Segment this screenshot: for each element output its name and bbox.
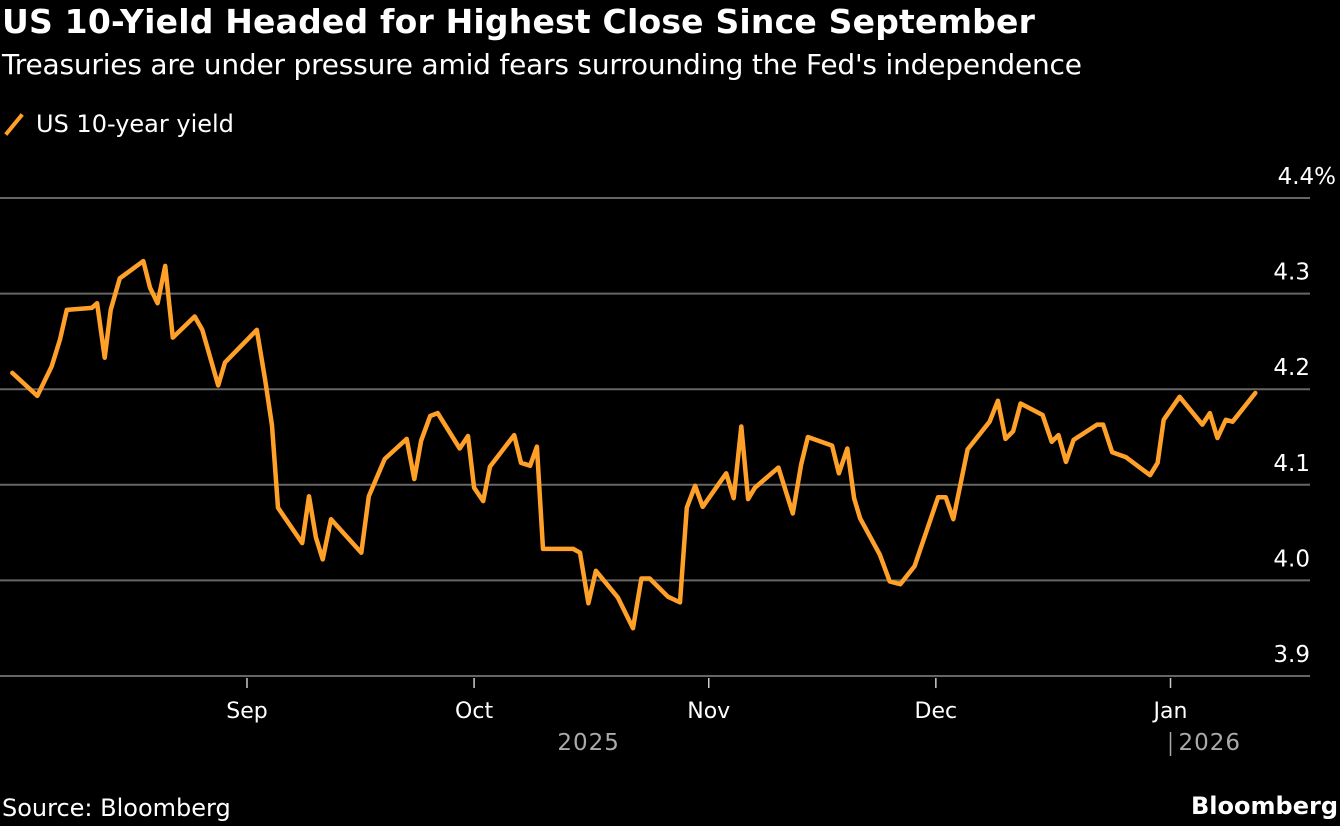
- x-axis-labels: Sep Oct Nov Dec Jan: [226, 678, 1187, 724]
- legend: US 10-year yield: [4, 110, 234, 138]
- y-tick-label: 4.0: [1273, 546, 1310, 572]
- source-note: Source: Bloomberg: [2, 794, 231, 822]
- y-tick-label: 4.3: [1273, 260, 1310, 286]
- x-tick-label: Nov: [687, 699, 730, 724]
- y-axis-labels: 4.4% 4.3 4.2 4.1 4.0 3.9: [1273, 164, 1336, 668]
- y-tick-label: 4.4%: [1278, 164, 1336, 190]
- y-tick-label: 3.9: [1273, 642, 1310, 668]
- series-points: [12, 261, 1255, 628]
- y-tick-label: 4.1: [1273, 451, 1310, 477]
- y-tick-label: 4.2: [1273, 355, 1310, 381]
- year-label: 2025: [557, 730, 620, 756]
- gridlines: [0, 197, 1310, 677]
- year-labels: 2025 2026: [557, 730, 1242, 756]
- legend-line-icon: [4, 112, 26, 136]
- series-line-us-10-year-yield: [10, 258, 1258, 631]
- legend-label: US 10-year yield: [36, 110, 234, 138]
- bloomberg-logo: Bloomberg: [1191, 792, 1338, 820]
- x-tick-label: Dec: [915, 699, 958, 724]
- x-tick-label: Oct: [455, 699, 493, 724]
- chart-subtitle: Treasuries are under pressure amid fears…: [2, 48, 1082, 81]
- year-label: 2026: [1179, 730, 1242, 756]
- x-tick-label: Jan: [1152, 699, 1188, 724]
- x-tick-label: Sep: [226, 699, 267, 724]
- chart-title: US 10-Yield Headed for Highest Close Sin…: [2, 2, 1036, 41]
- chart-plot: 4.4% 4.3 4.2 4.1 4.0 3.9 Sep Oct Nov Dec Jan 2025…: [0, 164, 1336, 756]
